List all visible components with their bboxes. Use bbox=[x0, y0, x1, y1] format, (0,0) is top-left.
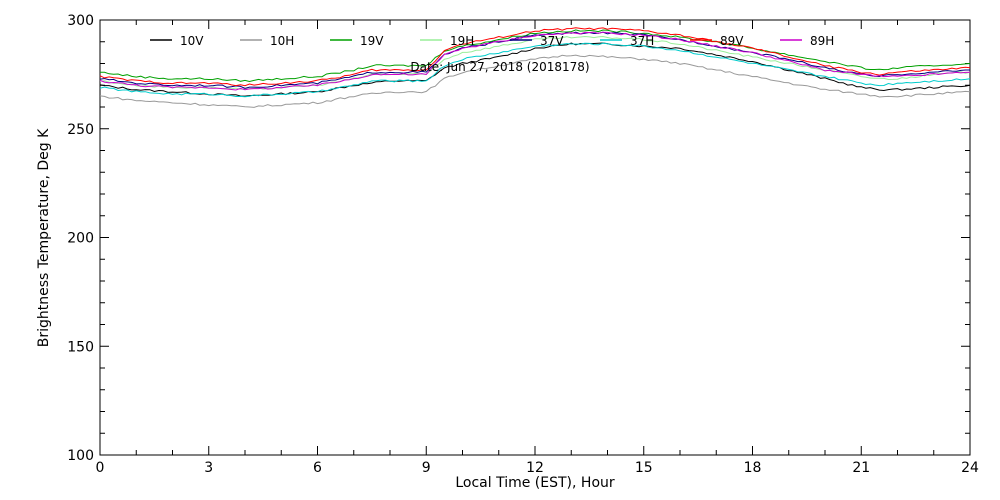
series-line-19v bbox=[100, 29, 971, 83]
x-tick-label: 6 bbox=[313, 460, 322, 476]
y-axis-title: Brightness Temperature, Deg K bbox=[36, 128, 52, 347]
series-lines bbox=[99, 27, 971, 108]
x-axis-title: Local Time (EST), Hour bbox=[455, 475, 615, 491]
plot-frame bbox=[99, 19, 971, 456]
legend: 10V 10H 19V 19H 37V 37H 89V 89H bbox=[150, 34, 834, 48]
axis-ticks bbox=[99, 19, 971, 456]
legend-label-19v: 19V bbox=[360, 34, 384, 48]
legend-label-10v: 10V bbox=[180, 34, 204, 48]
x-tick-label: 0 bbox=[96, 460, 105, 476]
series-line-10h bbox=[99, 54, 971, 108]
date-annotation: Date: Jun 27, 2018 (2018178) bbox=[410, 60, 589, 74]
series-line-10v bbox=[99, 42, 971, 97]
legend-label-89v: 89V bbox=[720, 34, 744, 48]
x-tick-label: 3 bbox=[204, 460, 213, 476]
legend-label-19h: 19H bbox=[450, 34, 474, 48]
legend-label-10h: 10H bbox=[270, 34, 294, 48]
axis-tick-labels: 0 3 6 9 12 15 18 21 24 100 150 200 250 300 bbox=[67, 13, 979, 476]
y-tick-label: 200 bbox=[67, 231, 94, 247]
legend-label-89h: 89H bbox=[810, 34, 834, 48]
x-tick-label: 15 bbox=[635, 460, 653, 476]
y-tick-label: 250 bbox=[67, 122, 94, 138]
series-line-89h bbox=[99, 31, 971, 91]
series-line-37h bbox=[99, 42, 971, 98]
legend-label-37h: 37H bbox=[630, 34, 654, 48]
y-tick-label: 150 bbox=[67, 339, 94, 355]
y-tick-label: 100 bbox=[67, 448, 94, 464]
x-tick-label: 18 bbox=[744, 460, 762, 476]
series-line-89v bbox=[99, 27, 971, 87]
x-tick-label: 12 bbox=[526, 460, 544, 476]
x-tick-label: 21 bbox=[852, 460, 870, 476]
y-tick-label: 300 bbox=[67, 13, 94, 29]
x-tick-label: 9 bbox=[422, 460, 431, 476]
series-line-37v bbox=[99, 31, 970, 89]
x-tick-label: 24 bbox=[961, 460, 979, 476]
legend-label-37v: 37V bbox=[540, 34, 564, 48]
